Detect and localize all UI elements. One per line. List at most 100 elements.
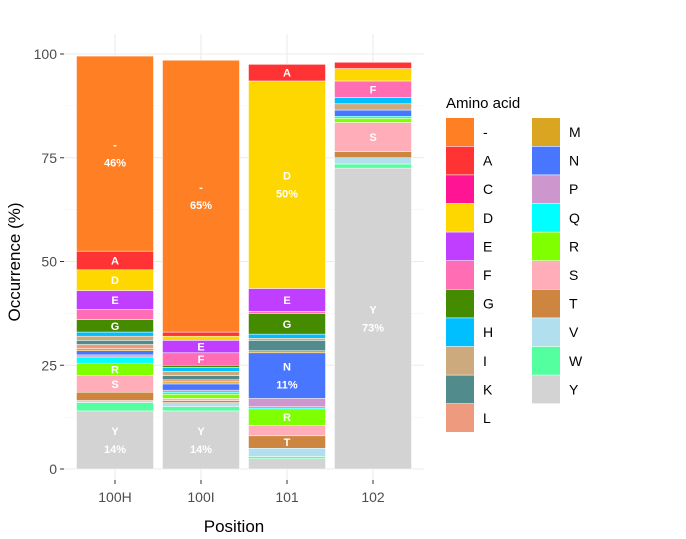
legend-swatch-S [532, 261, 560, 289]
x-tick-label: 100I [187, 489, 214, 505]
legend-title: Amino acid [446, 95, 520, 112]
legend-label: R [569, 238, 579, 254]
segment-label: G [111, 321, 120, 333]
y-tick-label: 100 [34, 46, 58, 62]
legend-swatch-L [446, 404, 474, 432]
legend-label: W [569, 353, 583, 369]
bar-segment-102-H [335, 98, 412, 104]
segment-label: R [283, 412, 291, 424]
segment-label: Y [197, 426, 205, 438]
y-axis: 0255075100 [34, 46, 64, 477]
legend-label: T [569, 296, 578, 312]
legend-label: G [483, 296, 494, 312]
legend-swatch-H [446, 318, 474, 346]
bar-segment-101-Y [249, 459, 326, 469]
bar-segment-100H-T [77, 392, 154, 400]
segment-label: R [111, 364, 119, 376]
bar-segment-100I-V [163, 403, 240, 407]
legend-label: L [483, 410, 491, 426]
legend-swatch-- [446, 118, 474, 146]
segment-percent-label: 14% [104, 444, 126, 456]
bar-segment-101-Q [249, 407, 326, 409]
legend-swatch-N [532, 147, 560, 175]
bar-segment-101-F [249, 311, 326, 313]
bar-segment-100H-- [77, 56, 154, 251]
bar-segment-102-N [335, 110, 412, 116]
legend-label: F [483, 267, 492, 283]
bar-segment-100I-A [163, 332, 240, 336]
legend-swatch-W [532, 347, 560, 375]
segment-label: A [111, 255, 119, 267]
segment-label: G [283, 319, 292, 331]
bar-segment-101-S [249, 425, 326, 435]
bar-segment-102-Q [335, 116, 412, 118]
legend-label: Y [569, 381, 579, 397]
legend-swatch-D [446, 204, 474, 232]
bar-segment-100H-Q [77, 357, 154, 363]
x-tick-label: 102 [361, 489, 385, 505]
bar-segment-102-W [335, 164, 412, 168]
bar-segment-100I-T [163, 401, 240, 403]
legend-swatch-Q [532, 204, 560, 232]
segment-percent-label: 73% [362, 323, 384, 335]
segment-label: D [283, 171, 291, 183]
y-tick-label: 75 [41, 150, 57, 166]
segment-label: N [283, 362, 291, 374]
y-tick-label: 25 [41, 357, 57, 373]
bar-segment-100I-Y [163, 411, 240, 469]
segment-label: E [283, 295, 290, 307]
bar-segment-102-R [335, 118, 412, 122]
segment-label: Y [369, 305, 377, 317]
legend-swatch-I [446, 347, 474, 375]
bar-segment-101-P [249, 398, 326, 406]
x-tick-label: 101 [275, 489, 299, 505]
bar-segment-102-D [335, 69, 412, 81]
bar-segment-102-A [335, 62, 412, 68]
legend-swatch-E [446, 232, 474, 260]
legend: Amino acid -ACDEFGHIKLMNPQRSTVWY [446, 95, 583, 432]
legend-label: Q [569, 210, 580, 226]
segment-percent-label: 46% [104, 158, 126, 170]
segment-label: F [370, 84, 377, 96]
legend-swatch-V [532, 318, 560, 346]
bar-segment-101-W [249, 457, 326, 459]
bar-segment-100H-F [77, 309, 154, 319]
bar-segment-100H-M [77, 349, 154, 351]
x-tick-label: 100H [98, 489, 131, 505]
legend-label: H [483, 324, 493, 340]
bar-segment-100H-P [77, 355, 154, 357]
segment-label: F [198, 354, 205, 366]
bar-segment-100I-D [163, 336, 240, 340]
bar-segment-100I-L [163, 380, 240, 382]
legend-swatch-C [446, 175, 474, 203]
segment-label: - [199, 182, 203, 194]
legend-label: M [569, 124, 581, 140]
legend-label: I [483, 353, 487, 369]
legend-swatch-M [532, 118, 560, 146]
bar-segment-101-V [249, 448, 326, 456]
bar-segment-102-V [335, 158, 412, 164]
bar-segment-100H-Y [77, 411, 154, 469]
bar-segment-100H-N [77, 351, 154, 355]
x-axis: 100H 100I 101 102 [98, 480, 385, 505]
legend-swatch-T [532, 290, 560, 318]
segment-percent-label: 50% [276, 189, 298, 201]
legend-label: K [483, 381, 493, 397]
legend-swatch-R [532, 232, 560, 260]
bar-segment-100H-W [77, 403, 154, 411]
bar-segment-100H-K [77, 340, 154, 344]
segment-percent-label: 11% [276, 380, 298, 392]
bars [77, 56, 412, 469]
legend-label: N [569, 153, 579, 169]
segment-label: - [113, 140, 117, 152]
legend-swatch-A [446, 147, 474, 175]
legend-swatch-G [446, 290, 474, 318]
legend-label: P [569, 181, 578, 197]
segment-label: A [283, 68, 291, 80]
bar-segment-101-M [249, 351, 326, 353]
legend-label: S [569, 267, 578, 283]
bar-segment-102-T [335, 152, 412, 158]
x-axis-title: Position [204, 517, 264, 536]
legend-swatch-K [446, 375, 474, 403]
